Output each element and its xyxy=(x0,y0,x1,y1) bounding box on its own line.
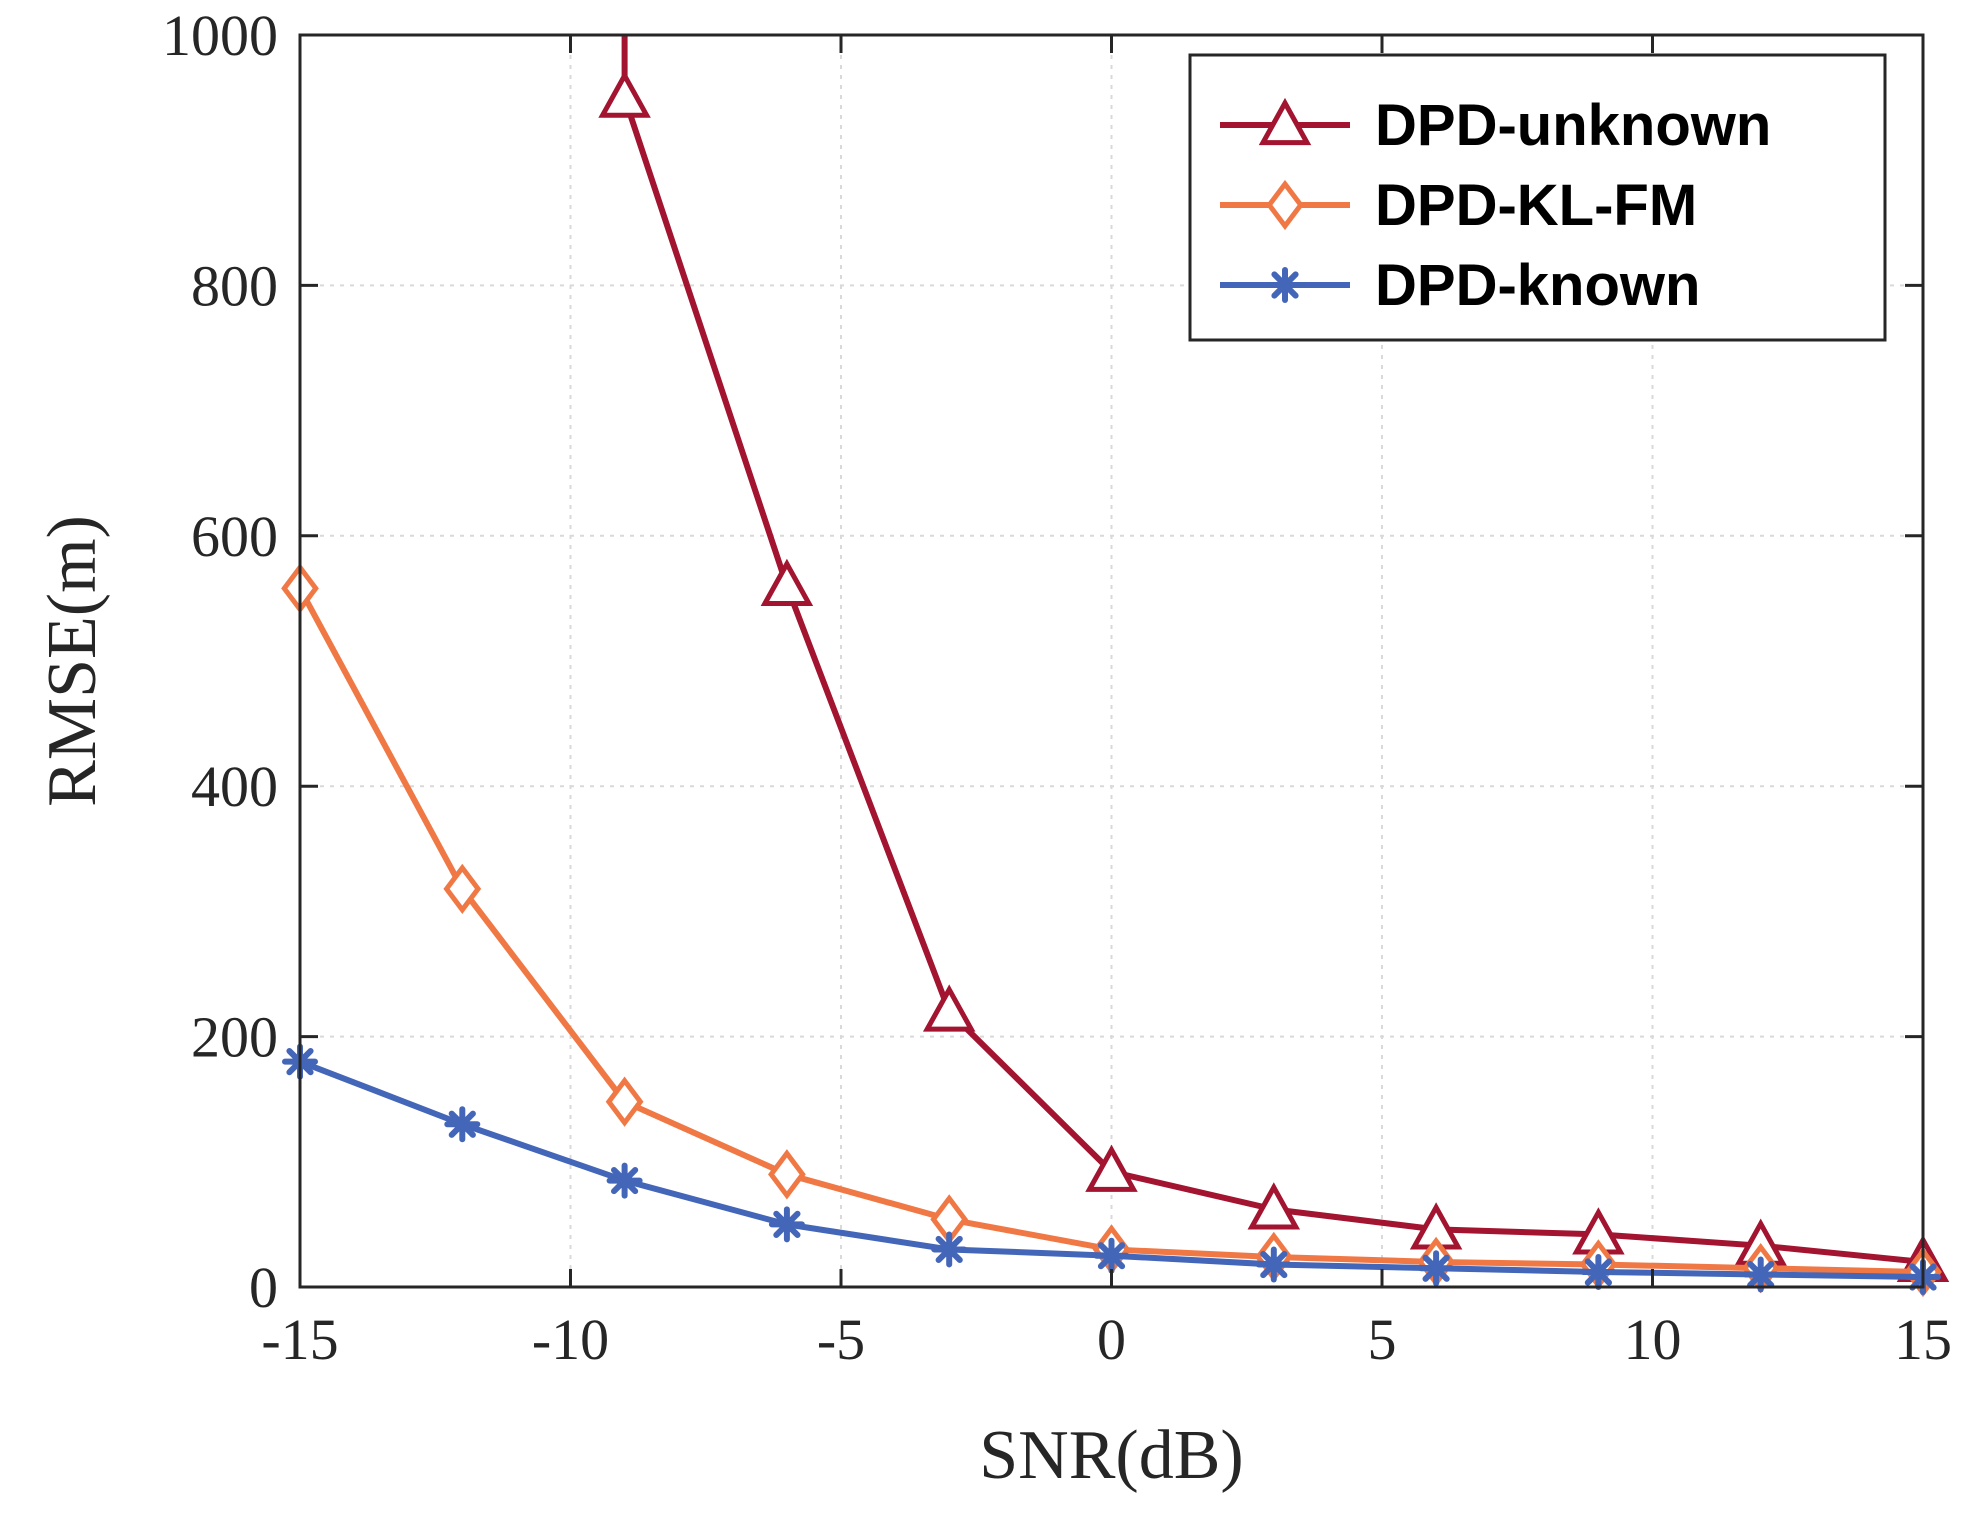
x-tick-label: 0 xyxy=(1097,1307,1126,1372)
data-point-DPD-unknown xyxy=(922,984,976,1032)
data-point-DPD-known xyxy=(444,1106,481,1143)
data-point-DPD-unknown xyxy=(598,70,651,118)
y-tick-label: 1000 xyxy=(162,3,278,68)
data-point-DPD-known-core xyxy=(1265,1256,1282,1273)
x-tick-label: -5 xyxy=(817,1307,865,1372)
data-point-DPD-known-core xyxy=(1752,1266,1769,1283)
data-point-DPD-known-core xyxy=(1428,1260,1445,1277)
legend: DPD-unknown DPD-KL-FM DPD-known xyxy=(1188,53,1887,342)
legend-marker xyxy=(1266,179,1304,231)
y-axis-label: RMSE(m) xyxy=(34,515,111,807)
x-tick-label: 5 xyxy=(1368,1307,1397,1372)
x-tick-label: -10 xyxy=(532,1307,609,1372)
legend-marker xyxy=(1258,97,1312,146)
data-point-DPD-known-core xyxy=(941,1241,958,1258)
data-point-DPD-unknown xyxy=(760,558,814,606)
legend-marker-core xyxy=(1277,277,1293,293)
data-point-DPD-unknown xyxy=(1085,1144,1138,1192)
data-point-DPD-known-core xyxy=(1590,1263,1607,1280)
data-point-DPD-known xyxy=(931,1231,968,1268)
x-tick-label: 15 xyxy=(1894,1307,1952,1372)
data-point-DPD-known xyxy=(1255,1246,1292,1283)
series-group xyxy=(281,35,1950,1298)
data-point-DPD-unknown xyxy=(1247,1182,1301,1230)
data-point-DPD-known xyxy=(1418,1250,1455,1287)
ticks: -15 -10 -5 0 5 10 15 0 200 400 600 800 1000 xyxy=(162,3,1952,1372)
data-point-DPD-KL-FM xyxy=(768,1149,806,1200)
series-line-DPD-unknown xyxy=(621,35,1924,1265)
x-tick-label: -15 xyxy=(261,1307,338,1372)
legend-label: DPD-KL-FM xyxy=(1375,173,1697,238)
x-axis-label: SNR(dB) xyxy=(979,1417,1243,1494)
data-point-DPD-known-core xyxy=(1103,1247,1120,1264)
legend-entry: DPD-unknown xyxy=(1220,93,1771,158)
legend-box xyxy=(1188,53,1887,342)
data-point-DPD-KL-FM xyxy=(605,1076,644,1127)
data-point-DPD-known xyxy=(1580,1253,1617,1290)
data-point-DPD-known xyxy=(1742,1256,1779,1293)
legend-marker xyxy=(1267,267,1303,303)
data-point-DPD-known xyxy=(606,1162,643,1199)
data-point-DPD-known xyxy=(768,1206,805,1243)
legend-label: DPD-known xyxy=(1375,253,1700,318)
data-point-DPD-known xyxy=(1093,1237,1130,1274)
y-tick-label: 200 xyxy=(191,1005,278,1070)
y-tick-label: 400 xyxy=(191,754,278,819)
legend-label: DPD-unknown xyxy=(1375,93,1771,158)
data-point-DPD-known-core xyxy=(778,1216,795,1233)
x-tick-label: 10 xyxy=(1624,1307,1682,1372)
data-point-DPD-known-core xyxy=(616,1172,633,1189)
data-point-DPD-known-core xyxy=(454,1116,471,1133)
data-point-DPD-KL-FM xyxy=(443,863,482,915)
y-tick-label: 0 xyxy=(249,1255,278,1320)
y-tick-label: 600 xyxy=(191,504,278,569)
legend-entry: DPD-KL-FM xyxy=(1220,173,1697,238)
y-tick-label: 800 xyxy=(191,253,278,318)
legend-entry: DPD-known xyxy=(1220,253,1700,318)
series-DPD-known xyxy=(282,1043,1941,1295)
